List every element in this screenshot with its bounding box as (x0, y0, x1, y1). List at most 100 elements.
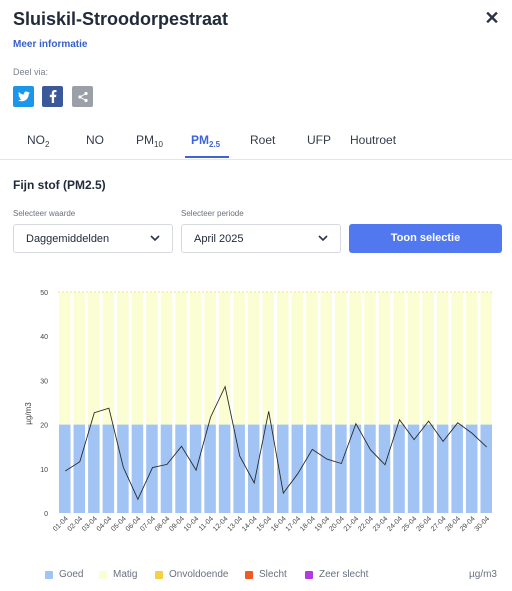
legend-item-goed: Goed (45, 569, 83, 580)
x-tick-label: 01-04 (52, 515, 70, 533)
legend-swatch-zeer-slecht (305, 570, 313, 579)
y-tick-label: 20 (40, 423, 48, 430)
x-tick-label: 11-04 (198, 515, 215, 532)
x-tick-label: 07-04 (139, 515, 157, 533)
band-column-matig (407, 292, 420, 425)
band-column-goed (451, 424, 463, 513)
band-column-matig (131, 292, 144, 425)
band-column-matig (88, 292, 100, 425)
band-column-goed (102, 424, 115, 513)
band-column-matig (73, 292, 86, 425)
band-column-goed (160, 424, 173, 513)
x-tick-label: 03-04 (81, 515, 99, 533)
band-column-matig (247, 292, 260, 425)
period-select[interactable]: April 2025 (181, 224, 341, 253)
legend-swatch-slecht (245, 570, 253, 579)
share-twitter-button[interactable] (13, 86, 34, 107)
more-info-link[interactable]: Meer informatie (13, 39, 88, 50)
x-tick-label: 26-04 (415, 515, 433, 533)
band-column-goed (117, 424, 129, 513)
band-column-matig (277, 292, 289, 425)
value-select[interactable]: Daggemiddelden (13, 224, 173, 253)
close-icon: ✕ (484, 8, 500, 28)
twitter-icon (17, 91, 30, 102)
value-select-label: Selecteer waarde (13, 209, 76, 218)
band-column-matig (422, 292, 434, 425)
y-tick-label: 30 (40, 378, 48, 385)
legend-swatch-onvoldoende (155, 570, 163, 579)
share-label: Deel via: (13, 67, 49, 77)
band-column-matig (436, 292, 449, 425)
band-column-matig (262, 292, 274, 425)
band-column-goed (131, 424, 144, 513)
y-tick-label: 10 (40, 467, 48, 474)
band-column-goed (364, 424, 376, 513)
band-column-matig (146, 292, 158, 425)
show-selection-button[interactable]: Toon selectie (349, 224, 502, 253)
x-tick-label: 18-04 (299, 515, 317, 533)
x-tick-label: 30-04 (474, 515, 492, 533)
tab-ufp[interactable]: UFP (307, 133, 331, 147)
legend-item-onvoldoende: Onvoldoende (155, 569, 229, 580)
band-column-matig (218, 292, 231, 425)
x-tick-label: 14-04 (241, 515, 259, 533)
chart-legend: Goed Matig Onvoldoende Slecht Zeer slech… (0, 569, 512, 583)
band-column-goed (233, 424, 245, 513)
band-column-matig (306, 292, 318, 425)
band-column-goed (306, 424, 318, 513)
x-tick-label: 16-04 (270, 515, 288, 533)
value-select-current: Daggemiddelden (26, 233, 110, 245)
x-tick-label: 17-04 (285, 515, 303, 533)
section-title: Fijn stof (PM2.5) (13, 178, 106, 192)
band-column-matig (349, 292, 362, 425)
legend-item-zeer-slecht: Zeer slecht (305, 569, 368, 580)
x-tick-label: 21-04 (343, 515, 361, 533)
band-column-goed (247, 424, 260, 513)
share-icon (77, 91, 88, 102)
band-column-goed (218, 424, 231, 513)
x-tick-label: 29-04 (459, 515, 477, 533)
legend-item-matig: Matig (99, 569, 137, 580)
share-facebook-button[interactable] (42, 86, 63, 107)
close-button[interactable]: ✕ (484, 9, 500, 27)
band-column-matig (59, 292, 71, 425)
tab-houtroet[interactable]: Houtroet (350, 133, 397, 147)
x-tick-label: 04-04 (96, 515, 114, 533)
x-tick-label: 10-04 (183, 515, 201, 533)
pm25-chart: 0 10 20 30 40 50 µg/m3 01-0402-0403-0404-0405-0… (24, 290, 492, 533)
band-column-goed (88, 424, 100, 513)
tab-no[interactable]: NO (86, 133, 104, 147)
band-column-matig (451, 292, 463, 425)
share-generic-button[interactable] (72, 86, 93, 107)
band-column-matig (117, 292, 129, 425)
tab-pm10[interactable]: PM10 (136, 133, 163, 149)
band-column-goed (59, 424, 71, 513)
legend-item-slecht: Slecht (245, 569, 287, 580)
band-column-goed (335, 424, 347, 513)
band-column-goed (378, 424, 391, 513)
x-tick-label: 28-04 (444, 515, 462, 533)
y-axis-label: µg/m3 (24, 402, 33, 425)
band-column-matig (189, 292, 202, 425)
x-tick-label: 02-04 (67, 515, 85, 533)
band-column-matig (175, 292, 187, 425)
band-column-matig (335, 292, 347, 425)
tab-no2[interactable]: NO2 (27, 133, 50, 149)
band-column-matig (102, 292, 115, 425)
band-column-matig (393, 292, 405, 425)
band-column-goed (73, 424, 86, 513)
tab-pm25[interactable]: PM2.5 (191, 133, 221, 149)
band-column-goed (204, 424, 216, 513)
band-column-goed (277, 424, 289, 513)
band-column-matig (204, 292, 216, 425)
x-tick-label: 19-04 (314, 515, 332, 533)
active-tab-underline (185, 156, 229, 158)
facebook-icon (49, 90, 56, 103)
band-column-goed (393, 424, 405, 513)
tab-roet[interactable]: Roet (250, 133, 276, 147)
band-column-goed (320, 424, 333, 513)
legend-unit: µg/m3 (469, 569, 497, 580)
y-tick-label: 40 (40, 334, 48, 341)
band-column-goed (436, 424, 449, 513)
band-column-matig (160, 292, 173, 425)
